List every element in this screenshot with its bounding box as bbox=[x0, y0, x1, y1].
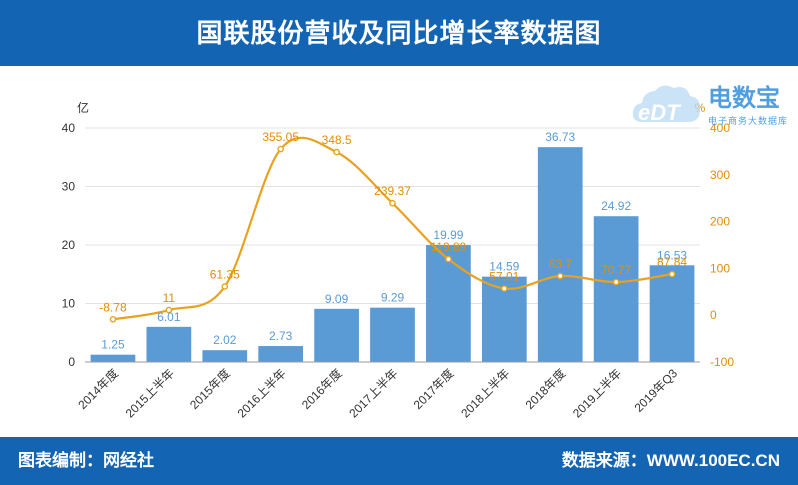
y-left-tick-label: 40 bbox=[62, 121, 76, 135]
x-tick-label: 2016年度 bbox=[298, 366, 344, 412]
line-point bbox=[501, 285, 508, 292]
bar bbox=[426, 245, 471, 362]
bar bbox=[202, 350, 248, 362]
footer-source: 数据来源：WWW.100EC.CN bbox=[561, 451, 780, 470]
x-tick-label: 2018上半年 bbox=[458, 366, 512, 420]
bar bbox=[537, 147, 583, 362]
bar-value-label: 16.53 bbox=[657, 248, 687, 262]
chart: 010203040-1000100200300400亿%2014年度2015上半… bbox=[62, 100, 735, 420]
data-labels: 1.25 6.01 2.02 2.73 9.09 9.29 19.99 14.59 36.73 2… bbox=[99, 130, 687, 352]
y-right-tick-label: 300 bbox=[710, 168, 730, 182]
x-tick-label: 2019上半年 bbox=[570, 366, 624, 420]
line-value-label: 348.5 bbox=[322, 133, 352, 147]
bar-value-label: 9.09 bbox=[325, 292, 349, 306]
line-value-label: 239.37 bbox=[374, 184, 411, 198]
chart-title: 国联股份营收及同比增长率数据图 bbox=[196, 18, 602, 48]
line-point bbox=[389, 199, 396, 207]
bar-value-label: 19.99 bbox=[433, 228, 463, 242]
line-value-label: 355.05 bbox=[262, 130, 299, 144]
line-point bbox=[333, 148, 340, 156]
line-point bbox=[221, 283, 229, 290]
bar-value-label: 24.92 bbox=[601, 199, 631, 213]
cloud-logo-icon: eDT bbox=[632, 85, 701, 125]
y-right-tick-label: 100 bbox=[710, 261, 730, 275]
logo-sub-text: 电子商务大数据库 bbox=[708, 116, 789, 126]
line-point bbox=[165, 306, 173, 314]
footer-credit: 图表编制：网经社 bbox=[18, 451, 154, 470]
x-tick-label: 2017年度 bbox=[410, 366, 456, 412]
bar-series bbox=[90, 147, 695, 362]
bar bbox=[90, 354, 136, 362]
x-tick-label: 2016上半年 bbox=[235, 366, 289, 420]
y-right-tick-label: 0 bbox=[710, 308, 717, 322]
x-tick-label: 2017上半年 bbox=[346, 366, 400, 420]
line-point bbox=[556, 272, 564, 280]
x-tick-label: 2019年Q3 bbox=[632, 366, 681, 415]
growth-line bbox=[112, 136, 673, 321]
line-value-label: 87.84 bbox=[657, 255, 687, 269]
y-right-tick-label: -100 bbox=[710, 355, 734, 369]
y-right-tick-label: 200 bbox=[710, 215, 730, 229]
footer-bar: 图表编制：网经社 数据来源：WWW.100EC.CN bbox=[0, 437, 798, 485]
bar-value-label: 2.73 bbox=[269, 329, 293, 343]
bar-value-label: 6.01 bbox=[157, 310, 181, 324]
y-left-tick-label: 0 bbox=[68, 355, 75, 369]
line-point bbox=[277, 145, 284, 153]
bar bbox=[258, 346, 304, 362]
bar bbox=[146, 326, 192, 362]
line-value-label: 119.89 bbox=[431, 240, 467, 254]
bar bbox=[649, 265, 695, 362]
y-left-tick-label: 30 bbox=[62, 180, 76, 194]
x-tick-label: 2015年度 bbox=[186, 366, 232, 412]
bar-value-label: 36.73 bbox=[545, 130, 575, 144]
logo-badge: eDT bbox=[638, 100, 681, 125]
bar bbox=[314, 308, 359, 362]
line-value-label: 57.01 bbox=[489, 270, 519, 284]
bar-value-label: 14.59 bbox=[489, 260, 519, 274]
line-point bbox=[445, 255, 452, 263]
bar bbox=[370, 307, 415, 362]
y-right-tick-label: 400 bbox=[710, 121, 730, 135]
y-left-tick-label: 20 bbox=[62, 238, 76, 252]
line-value-label: 61.35 bbox=[210, 267, 240, 281]
bar bbox=[593, 216, 639, 362]
bar-value-label: 9.29 bbox=[381, 291, 405, 305]
y-left-unit: 亿 bbox=[77, 100, 89, 115]
line-value-label: 11 bbox=[163, 291, 176, 305]
x-tick-label: 2014年度 bbox=[75, 366, 121, 412]
line-point bbox=[668, 270, 676, 278]
line-point bbox=[612, 278, 620, 286]
line-value-label: -8.78 bbox=[99, 300, 127, 314]
bar-value-label: 1.25 bbox=[101, 338, 125, 352]
line-point bbox=[109, 316, 117, 323]
line-series bbox=[109, 136, 676, 323]
line-value-label: 83.7 bbox=[549, 257, 573, 271]
header-bar: 国联股份营收及同比增长率数据图 bbox=[0, 0, 798, 66]
y-left-tick-label: 10 bbox=[62, 297, 76, 311]
x-tick-label: 2015上半年 bbox=[123, 366, 177, 420]
bar-value-label: 2.02 bbox=[213, 333, 237, 347]
logo-main-text: 电数宝 bbox=[708, 85, 780, 112]
x-tick-label: 2018年度 bbox=[522, 366, 568, 412]
line-value-label: 70.77 bbox=[601, 263, 631, 277]
